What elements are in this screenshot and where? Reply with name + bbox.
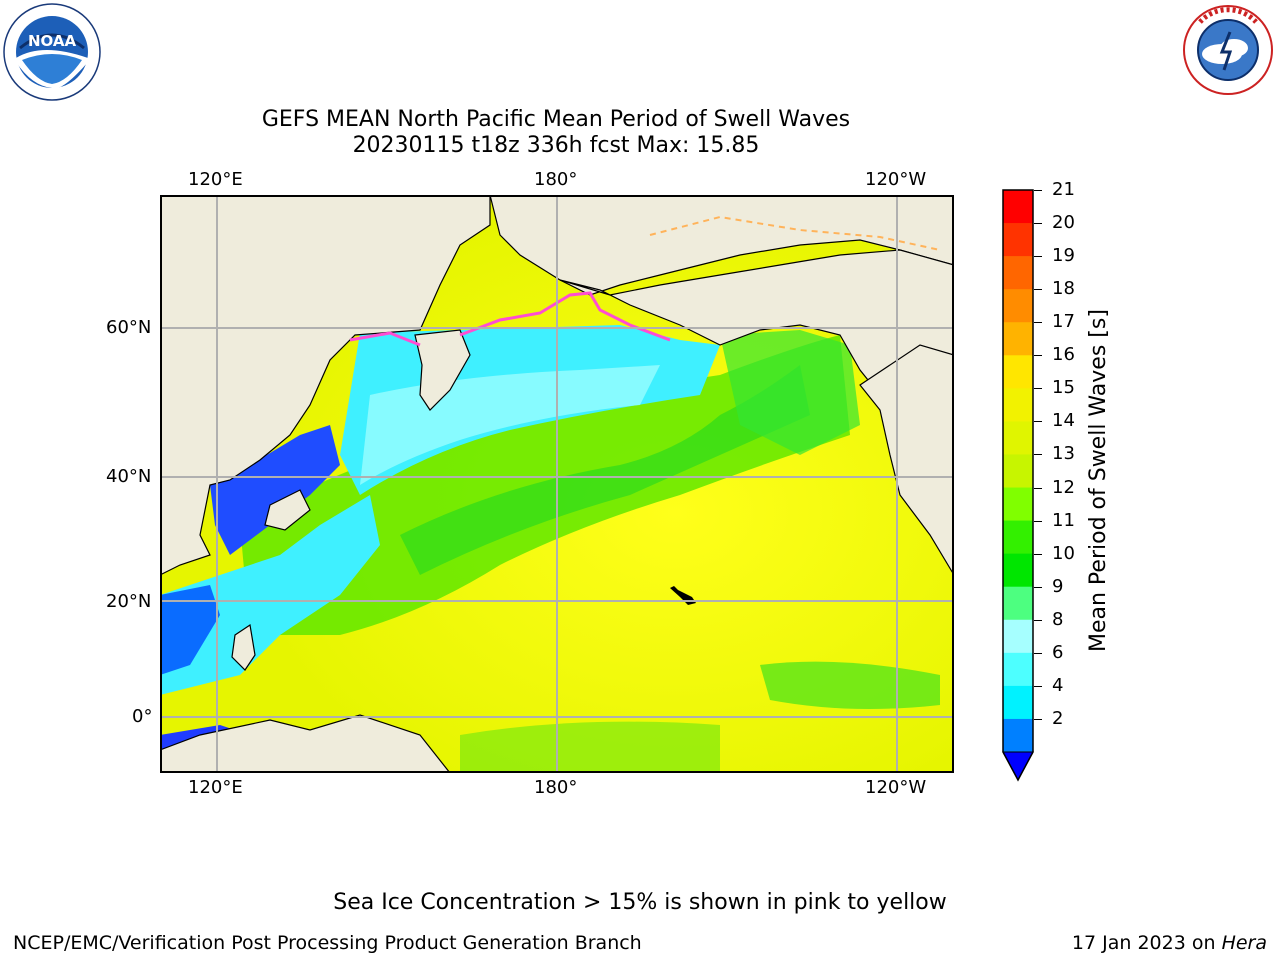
colorbar-tick: [1034, 421, 1042, 423]
swell-blue-japan: [210, 425, 340, 555]
colorbar-tick-label: 11: [1052, 509, 1075, 531]
map-frame: [160, 195, 954, 773]
colorbar-tick-label: 2: [1052, 707, 1064, 729]
swell-green-east: [720, 330, 860, 455]
nws-logo: [1178, 2, 1278, 98]
swell-green-tropics: [760, 661, 940, 709]
sea-ice-note: Sea Ice Concentration > 15% is shown in …: [333, 890, 947, 915]
colorbar-band: [1003, 619, 1033, 654]
colorbar-band: [1003, 652, 1033, 687]
colorbar-tick: [1034, 487, 1042, 489]
colorbar: [1000, 186, 1040, 786]
colorbar-tick-label: 13: [1052, 443, 1075, 465]
colorbar-tick-label: 20: [1052, 212, 1075, 234]
footer-date-text: 17 Jan 2023 on: [1071, 932, 1222, 954]
colorbar-tick: [1034, 586, 1042, 588]
colorbar-tick-label: 15: [1052, 377, 1075, 399]
colorbar-tick: [1034, 388, 1042, 390]
colorbar-frame: [1002, 189, 1034, 782]
lon-tick-top-180: 180°: [534, 169, 578, 190]
colorbar-title: Mean Period of Swell Waves [s]: [1086, 309, 1111, 652]
colorbar-tick: [1034, 652, 1042, 654]
colorbar-band: [1003, 685, 1033, 720]
lon-tick-bottom-180: 180°: [534, 777, 578, 798]
lon-tick-top-120e: 120°E: [188, 169, 243, 190]
colorbar-tick: [1034, 718, 1042, 720]
colorbar-svg: [1002, 189, 1034, 782]
colorbar-tick: [1034, 322, 1042, 324]
colorbar-band: [1003, 520, 1033, 555]
colorbar-tick-label: 6: [1052, 641, 1064, 663]
colorbar-tick: [1034, 190, 1042, 191]
colorbar-tick: [1034, 355, 1042, 357]
map-canvas: [159, 194, 955, 774]
colorbar-tick-label: 9: [1052, 575, 1064, 597]
colorbar-band: [1003, 388, 1033, 422]
land-north-america: [859, 344, 955, 578]
footer-host: Hera: [1221, 932, 1267, 954]
colorbar-tick-label: 19: [1052, 245, 1075, 267]
colorbar-tick-label: 8: [1052, 608, 1064, 630]
colorbar-band: [1003, 289, 1033, 323]
colorbar-tick-label: 10: [1052, 542, 1075, 564]
colorbar-tick: [1034, 454, 1042, 456]
colorbar-under-arrow: [1002, 751, 1034, 782]
colorbar-band: [1003, 322, 1033, 356]
colorbar-tick-label: 12: [1052, 476, 1075, 498]
colorbar-tick: [1034, 289, 1042, 291]
colorbar-band: [1003, 190, 1033, 224]
lat-tick-60n: 60°N: [106, 317, 152, 338]
colorbar-band: [1003, 454, 1033, 489]
colorbar-tick: [1034, 520, 1042, 522]
lon-tick-bottom-120w: 120°W: [865, 777, 927, 798]
colorbar-tick-label: 18: [1052, 278, 1075, 300]
colorbar-band: [1003, 256, 1033, 290]
colorbar-tick-label: 16: [1052, 344, 1075, 366]
noaa-logo-text: NOAA: [28, 32, 77, 50]
lon-tick-bottom-120e: 120°E: [188, 777, 243, 798]
colorbar-band: [1003, 487, 1033, 522]
map-subtitle: 20230115 t18z 336h fcst Max: 15.85: [352, 133, 760, 158]
map-panel: [159, 194, 955, 774]
lat-tick-20n: 20°N: [106, 591, 152, 612]
colorbar-tick-label: 21: [1052, 179, 1075, 200]
swell-green-dark: [400, 365, 810, 575]
colorbar-tick-label: 4: [1052, 674, 1064, 696]
colorbar-tick: [1034, 685, 1042, 687]
lat-tick-0: 0°: [132, 706, 153, 727]
colorbar-band: [1003, 718, 1033, 753]
land-philippines: [231, 623, 256, 671]
land-asia: [159, 194, 491, 576]
lat-tick-40n: 40°N: [106, 466, 152, 487]
swell-cyan-west: [160, 495, 380, 695]
colorbar-band: [1003, 223, 1033, 257]
swell-green-equator: [460, 721, 720, 773]
map-title: GEFS MEAN North Pacific Mean Period of S…: [261, 107, 851, 132]
colorbar-tick-label: 17: [1052, 311, 1075, 333]
land-japan: [264, 489, 311, 531]
colorbar-tick: [1034, 619, 1042, 621]
noaa-logo: NOAA: [2, 2, 102, 102]
colorbar-tick: [1034, 223, 1042, 225]
colorbar-tick: [1034, 553, 1042, 555]
footer-branch: NCEP/EMC/Verification Post Processing Pr…: [13, 932, 642, 954]
swell-blue-west: [160, 585, 220, 675]
colorbar-tick: [1034, 256, 1042, 258]
graticule: [160, 195, 954, 773]
colorbar-tick-label: 14: [1052, 410, 1075, 432]
colorbar-band: [1003, 421, 1033, 455]
colorbar-band: [1003, 553, 1033, 588]
sea-ice-edge-arctic: [649, 215, 941, 251]
footer-date: 17 Jan 2023 on Hera: [1072, 932, 1267, 954]
lon-tick-top-120w: 120°W: [865, 169, 927, 190]
sea-ice-edge: [349, 291, 671, 347]
colorbar-band: [1003, 586, 1033, 621]
colorbar-band: [1003, 355, 1033, 389]
